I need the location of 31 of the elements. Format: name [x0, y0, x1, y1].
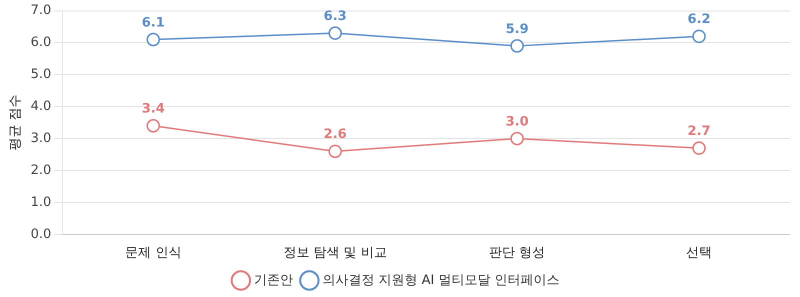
x-tick-label: 문제 인식	[125, 246, 182, 261]
point	[146, 119, 160, 133]
point	[510, 39, 524, 53]
data-label: 2.7	[688, 124, 711, 140]
point	[692, 141, 706, 155]
point	[328, 144, 342, 158]
data-label: 6.3	[324, 9, 347, 24]
data-label: 3.0	[506, 114, 529, 130]
y-tick-label: 5.0	[30, 67, 52, 82]
y-tick-label: 1.0	[30, 194, 52, 210]
x-tick-label: 선택	[686, 246, 712, 261]
y-tick-label: 3.0	[30, 130, 52, 146]
legend-label: 의사결정 지원형 AI 멀티모달 인터페이스	[322, 272, 560, 288]
x-tick-label: 정보 탐색 및 비교	[283, 246, 387, 261]
data-label: 2.6	[324, 127, 347, 142]
y-tick-label: 7.0	[30, 3, 52, 18]
x-tick-label: 판단 형성	[489, 246, 546, 261]
y-tick-label: 0.0	[30, 226, 52, 242]
data-label: 3.4	[142, 102, 165, 117]
data-label: 6.2	[688, 12, 711, 28]
data-label: 5.9	[506, 22, 529, 37]
y-tick-label: 2.0	[30, 162, 52, 178]
y-tick-label: 4.0	[30, 99, 52, 114]
y-axis-title: 평균 점수	[8, 94, 24, 151]
point	[146, 32, 160, 46]
point	[510, 132, 524, 146]
point	[328, 26, 342, 40]
point	[692, 30, 706, 44]
y-tick-label: 6.0	[30, 35, 52, 50]
legend-label: 기존안	[254, 272, 293, 288]
data-label: 6.1	[142, 15, 165, 30]
